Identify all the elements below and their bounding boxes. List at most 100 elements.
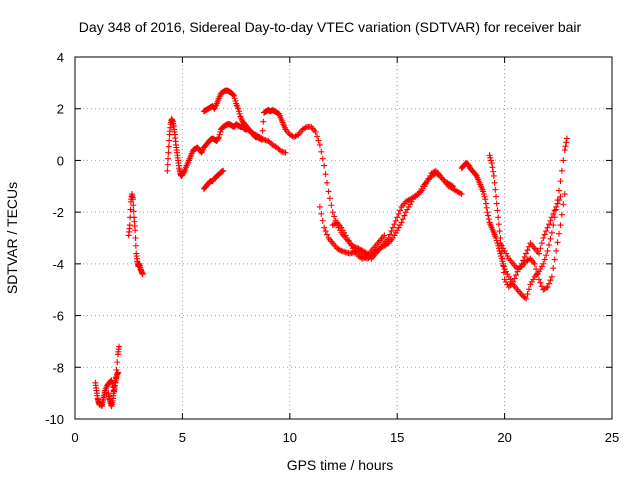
data-point bbox=[560, 201, 567, 208]
data-point bbox=[541, 256, 548, 263]
data-point bbox=[293, 132, 300, 139]
data-point bbox=[495, 221, 502, 228]
series-arc-1 bbox=[92, 343, 123, 410]
data-point bbox=[537, 245, 544, 252]
data-point bbox=[458, 191, 465, 198]
y-tick-label: 4 bbox=[57, 50, 64, 65]
data-point bbox=[550, 222, 557, 229]
y-tick-label: -6 bbox=[52, 309, 64, 324]
data-point bbox=[489, 164, 496, 171]
data-point bbox=[179, 171, 186, 178]
data-point bbox=[391, 221, 398, 228]
data-point bbox=[282, 149, 289, 156]
data-point bbox=[525, 286, 532, 293]
data-point bbox=[132, 235, 139, 241]
data-point bbox=[129, 196, 136, 203]
data-point bbox=[521, 253, 528, 260]
y-tick-label: -10 bbox=[45, 412, 64, 427]
data-point bbox=[235, 108, 242, 115]
data-points bbox=[92, 87, 570, 410]
data-point bbox=[544, 247, 551, 254]
data-point bbox=[326, 195, 333, 202]
x-axis-label: GPS time / hours bbox=[287, 457, 394, 473]
plot-frame bbox=[74, 56, 613, 420]
data-point bbox=[544, 224, 551, 231]
data-point bbox=[503, 278, 510, 285]
data-point bbox=[166, 137, 173, 144]
series-arc-7 bbox=[316, 167, 457, 262]
data-point bbox=[457, 190, 464, 197]
data-point bbox=[180, 170, 187, 177]
data-point bbox=[405, 203, 412, 210]
data-point bbox=[523, 250, 530, 257]
data-point bbox=[497, 240, 504, 247]
data-point bbox=[554, 200, 561, 207]
y-tick-label: -4 bbox=[52, 257, 64, 272]
data-point bbox=[348, 242, 355, 249]
data-point bbox=[543, 284, 550, 291]
data-point bbox=[230, 92, 237, 99]
data-point bbox=[114, 369, 121, 376]
data-point bbox=[545, 241, 552, 248]
data-point bbox=[322, 228, 329, 235]
data-point bbox=[561, 191, 568, 198]
data-point bbox=[324, 231, 331, 238]
data-point bbox=[501, 247, 508, 254]
data-point bbox=[397, 207, 404, 214]
grid-lines bbox=[75, 57, 612, 419]
data-point bbox=[495, 214, 502, 221]
data-point bbox=[551, 256, 558, 263]
data-point bbox=[465, 161, 472, 168]
data-point bbox=[531, 260, 538, 267]
data-point bbox=[498, 253, 505, 260]
data-point bbox=[550, 210, 557, 217]
x-tick-label: 15 bbox=[390, 430, 404, 445]
data-point bbox=[482, 200, 489, 207]
data-point bbox=[395, 210, 402, 217]
data-point bbox=[521, 294, 528, 301]
data-point bbox=[316, 203, 323, 210]
data-point bbox=[504, 253, 511, 260]
data-point bbox=[500, 262, 507, 269]
data-point bbox=[116, 343, 123, 350]
data-point bbox=[524, 247, 531, 254]
data-point bbox=[538, 263, 545, 270]
data-point bbox=[563, 135, 570, 142]
data-point bbox=[485, 216, 492, 223]
data-point bbox=[331, 213, 338, 220]
data-point bbox=[556, 197, 563, 204]
data-point bbox=[553, 203, 560, 210]
data-point bbox=[341, 229, 348, 236]
data-point bbox=[482, 196, 489, 203]
data-point bbox=[165, 143, 172, 150]
data-point bbox=[487, 154, 494, 161]
data-point bbox=[401, 212, 408, 219]
data-point bbox=[328, 202, 335, 209]
data-point bbox=[525, 256, 532, 263]
data-point bbox=[500, 245, 507, 252]
data-point bbox=[497, 235, 504, 241]
data-point bbox=[273, 144, 280, 151]
data-point bbox=[533, 266, 540, 273]
data-point bbox=[381, 232, 388, 239]
data-point bbox=[547, 277, 554, 284]
data-point bbox=[392, 217, 399, 224]
data-point bbox=[431, 168, 438, 175]
data-point bbox=[513, 272, 520, 279]
data-point bbox=[425, 175, 432, 182]
data-point bbox=[493, 193, 500, 200]
data-point bbox=[312, 128, 319, 135]
data-point bbox=[545, 280, 552, 287]
data-point bbox=[217, 128, 224, 135]
data-point bbox=[338, 224, 345, 231]
data-point bbox=[139, 271, 146, 278]
data-point bbox=[342, 232, 349, 239]
data-point bbox=[498, 242, 505, 249]
data-point bbox=[316, 141, 323, 148]
data-point bbox=[499, 255, 506, 262]
data-point bbox=[362, 253, 369, 260]
data-point bbox=[505, 273, 512, 280]
data-point bbox=[504, 281, 511, 288]
y-axis-label: SDTVAR / TECUs bbox=[4, 182, 20, 294]
data-point bbox=[544, 284, 551, 291]
